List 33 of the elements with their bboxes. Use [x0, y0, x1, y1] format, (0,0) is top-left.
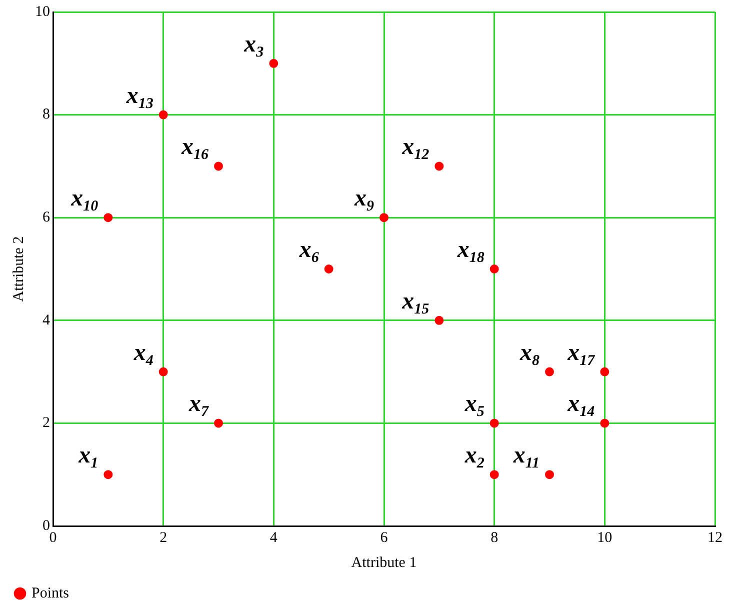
- point: [545, 470, 554, 480]
- x-tick-label: 10: [597, 530, 612, 546]
- x-tick-label: 2: [160, 530, 168, 546]
- y-tick-label: 0: [42, 518, 50, 534]
- point: [158, 110, 168, 120]
- point: [490, 470, 499, 480]
- point: [490, 264, 499, 274]
- x-tick-label: 8: [490, 530, 498, 546]
- point: [434, 162, 444, 171]
- x-tick-label: 12: [708, 530, 722, 546]
- y-tick-label: 8: [42, 106, 50, 123]
- y-axis-title: Attribute 2: [10, 236, 27, 302]
- point: [158, 367, 168, 376]
- x-tick-label: 4: [270, 530, 278, 546]
- point: [380, 213, 388, 222]
- point: [434, 316, 444, 325]
- y-tick-label: 10: [35, 4, 50, 20]
- point: [214, 162, 223, 171]
- y-tick-label: 6: [42, 210, 50, 226]
- legend-label: Points: [32, 585, 70, 602]
- y-tick-label: 2: [42, 415, 50, 432]
- point: [324, 264, 334, 274]
- point: [490, 418, 499, 428]
- x-axis-title: Attribute 1: [351, 554, 417, 571]
- point: [214, 418, 223, 428]
- x-tick-label: 6: [380, 530, 388, 546]
- point: [269, 58, 278, 68]
- point: [104, 470, 113, 480]
- point: [104, 213, 113, 222]
- point: [545, 367, 554, 376]
- point: [600, 367, 610, 376]
- point: [600, 418, 610, 428]
- y-tick-label: 4: [42, 312, 50, 328]
